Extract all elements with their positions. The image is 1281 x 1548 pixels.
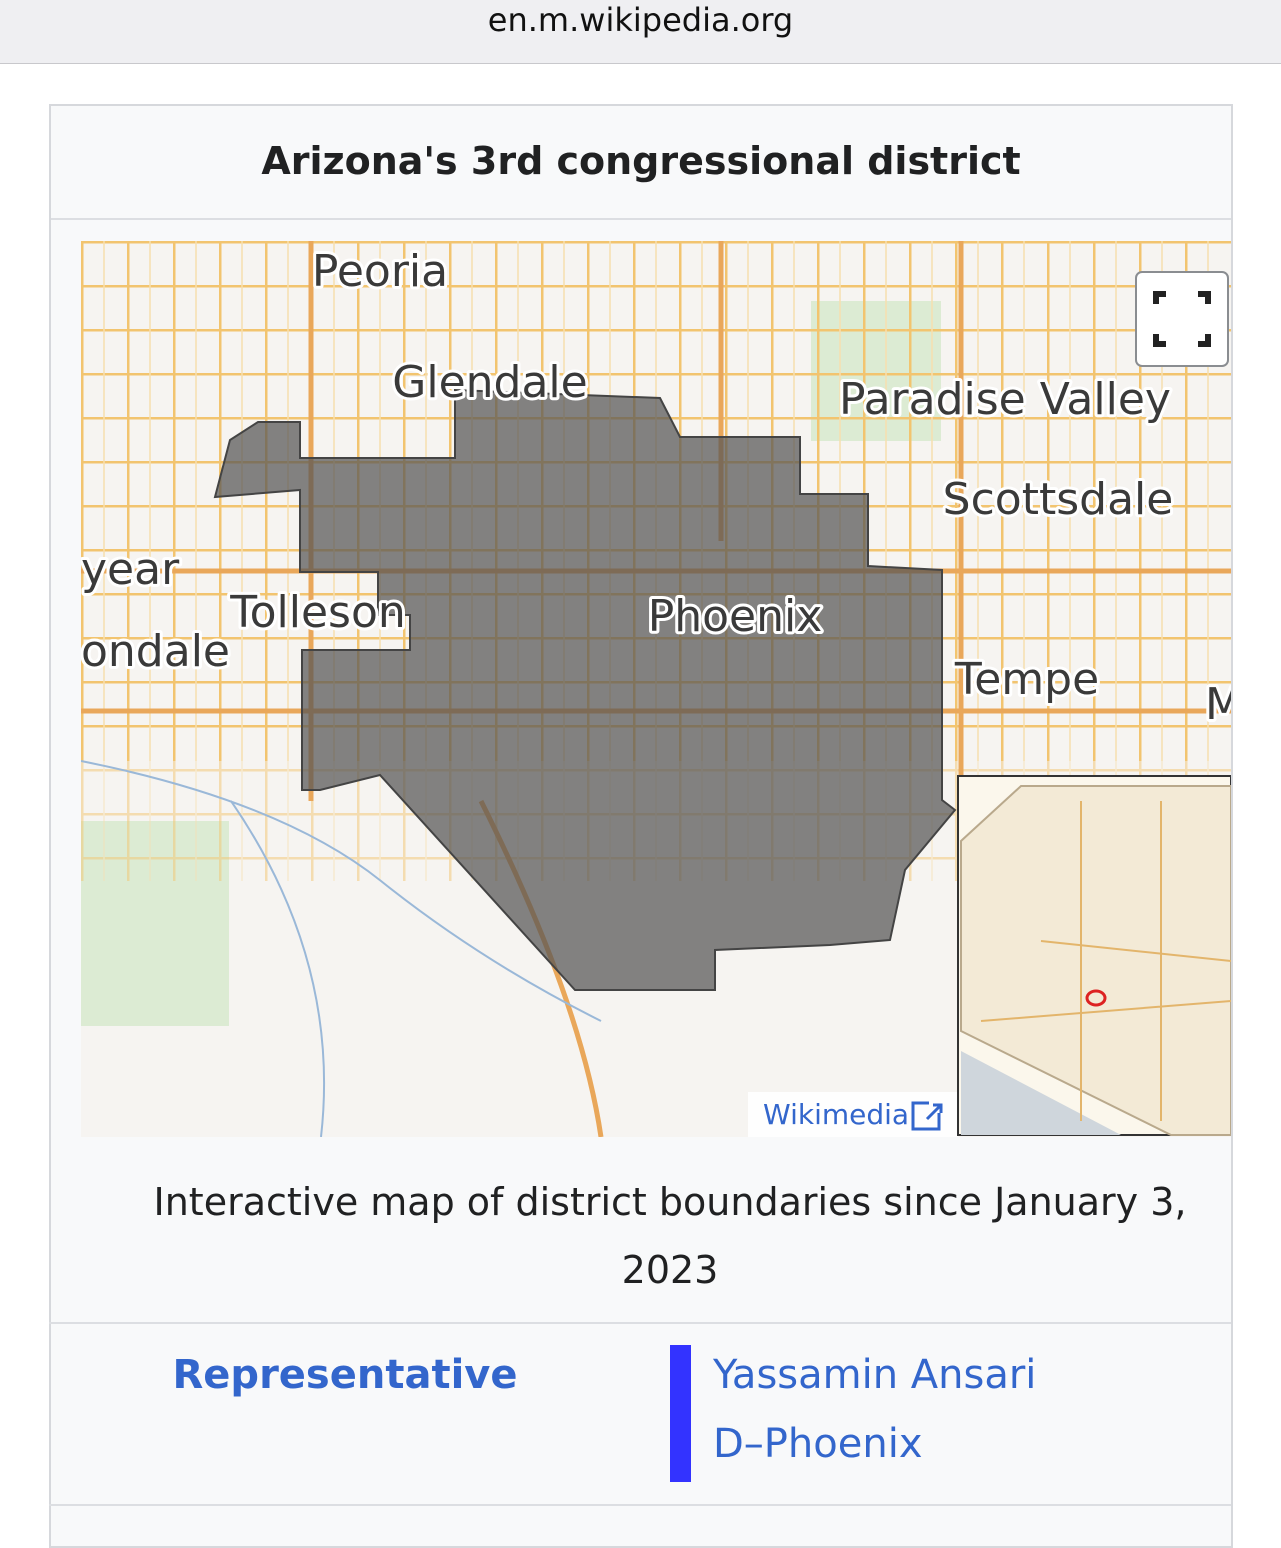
place-label: ondale <box>81 626 230 677</box>
place-label: Glendale <box>392 357 587 408</box>
map-caption: Interactive map of district boundaries s… <box>153 1180 1187 1292</box>
row-detail[interactable]: D–Phoenix <box>713 1421 923 1467</box>
place-label: Tolleson <box>229 587 406 638</box>
place-label: Scottsdale <box>943 474 1174 525</box>
place-label: Phoenix <box>648 591 823 642</box>
row-divider <box>49 1322 1231 1324</box>
attribution-link[interactable]: Wikimedia <box>763 1098 909 1131</box>
browser-bar: en.m.wikipedia.org <box>0 0 1281 64</box>
infobox-title: Arizona's 3rd congressional district <box>51 106 1231 220</box>
fullscreen-button[interactable] <box>1135 271 1229 367</box>
map-labels: Peoria Glendale Paradise Valley Scottsdale y… <box>81 243 1231 733</box>
place-label: M <box>1205 679 1231 730</box>
party-bar <box>670 1345 691 1482</box>
map[interactable]: Peoria Glendale Paradise Valley Scottsdale y… <box>81 241 1231 1137</box>
row-divider <box>49 1504 1231 1506</box>
place-label: Tempe <box>954 654 1099 705</box>
attribution: Wikimedia <box>748 1092 958 1137</box>
url[interactable]: en.m.wikipedia.org <box>487 1 794 39</box>
place-label: Paradise Valley <box>839 374 1171 425</box>
inset-map[interactable] <box>957 775 1231 1136</box>
row-label[interactable]: Representative <box>172 1352 518 1398</box>
place-label: year <box>81 544 180 595</box>
place-label: Peoria <box>312 246 448 297</box>
row-value[interactable]: Yassamin Ansari <box>713 1352 1037 1398</box>
